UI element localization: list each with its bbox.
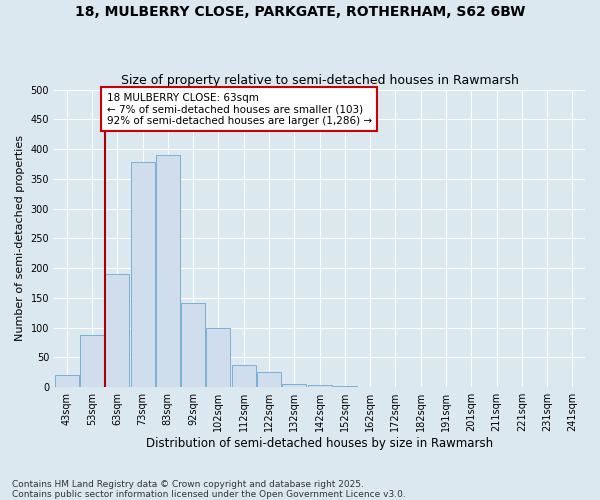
Bar	[80, 335, 104, 387]
Text: 18 MULBERRY CLOSE: 63sqm
← 7% of semi-detached houses are smaller (103)
92% of s: 18 MULBERRY CLOSE: 63sqm ← 7% of semi-de…	[107, 92, 371, 126]
Bar	[257, 372, 281, 387]
Bar	[560, 386, 584, 387]
Y-axis label: Number of semi-detached properties: Number of semi-detached properties	[15, 136, 25, 342]
Bar	[156, 155, 180, 387]
Bar	[206, 328, 230, 387]
Bar	[105, 274, 129, 387]
Bar	[55, 376, 79, 387]
Bar	[181, 302, 205, 387]
Bar	[232, 364, 256, 387]
Title: Size of property relative to semi-detached houses in Rawmarsh: Size of property relative to semi-detach…	[121, 74, 518, 87]
Bar	[308, 386, 332, 387]
Bar	[383, 386, 407, 387]
Bar	[333, 386, 357, 387]
X-axis label: Distribution of semi-detached houses by size in Rawmarsh: Distribution of semi-detached houses by …	[146, 437, 493, 450]
Bar	[358, 386, 382, 387]
Text: Contains HM Land Registry data © Crown copyright and database right 2025.
Contai: Contains HM Land Registry data © Crown c…	[12, 480, 406, 499]
Bar	[282, 384, 306, 387]
Bar	[131, 162, 155, 387]
Text: 18, MULBERRY CLOSE, PARKGATE, ROTHERHAM, S62 6BW: 18, MULBERRY CLOSE, PARKGATE, ROTHERHAM,…	[75, 5, 525, 19]
Bar	[409, 386, 433, 387]
